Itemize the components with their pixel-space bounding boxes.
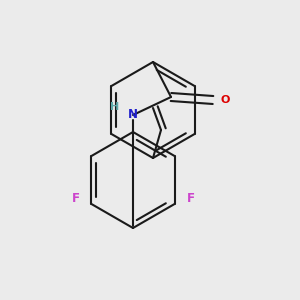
Text: F: F	[71, 193, 80, 206]
Text: N: N	[128, 109, 138, 122]
Text: H: H	[110, 102, 120, 112]
Text: F: F	[187, 193, 195, 206]
Text: O: O	[220, 95, 230, 105]
